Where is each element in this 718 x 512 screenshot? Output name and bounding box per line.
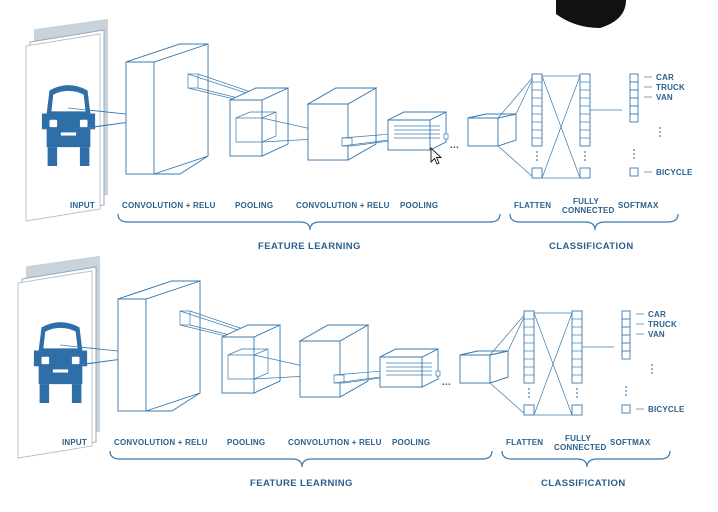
output-car-label: CAR <box>648 310 666 319</box>
classification-brace <box>509 213 679 231</box>
feature-learning-brace <box>109 450 493 468</box>
pool2-label: POOLING <box>400 201 438 210</box>
feature-learning-label: FEATURE LEARNING <box>250 478 353 489</box>
cnn-diagram-bottom: ... <box>17 255 685 489</box>
corner-shape <box>556 0 626 28</box>
fully-label-line2: CONNECTED <box>562 206 614 215</box>
output-truck-label: TRUCK <box>648 320 677 329</box>
feature-learning-brace <box>117 213 501 231</box>
fully-connected-column <box>571 310 583 416</box>
pool2-label: POOLING <box>392 438 430 447</box>
classification-label: CLASSIFICATION <box>549 241 634 252</box>
flatten-column <box>523 310 535 416</box>
cnn-diagram-top: ... <box>25 18 693 252</box>
output-van-label: VAN <box>648 330 665 339</box>
ellipsis-label: ... <box>442 377 451 388</box>
output-van-label: VAN <box>656 93 673 102</box>
softmax-label: SOFTMAX <box>618 201 659 210</box>
ellipsis-label: ... <box>450 140 459 151</box>
flatten-label: FLATTEN <box>514 201 551 210</box>
softmax-label: SOFTMAX <box>610 438 651 447</box>
classification-brace <box>501 450 671 468</box>
softmax-column <box>629 73 661 177</box>
pool1-label: POOLING <box>227 438 265 447</box>
pool1-label: POOLING <box>235 201 273 210</box>
fully-label-line1: FULLY <box>565 434 592 443</box>
softmax-column <box>621 310 653 414</box>
input-label: INPUT <box>70 201 95 210</box>
output-bicycle-label: BICYCLE <box>656 168 693 177</box>
conv2-label: CONVOLUTION + RELU <box>288 438 382 447</box>
input-label: INPUT <box>62 438 87 447</box>
output-truck-label: TRUCK <box>656 83 685 92</box>
feature-learning-label: FEATURE LEARNING <box>258 241 361 252</box>
conv1-label: CONVOLUTION + RELU <box>122 201 216 210</box>
output-bicycle-label: BICYCLE <box>648 405 685 414</box>
fully-connected-column <box>579 73 591 179</box>
flatten-label: FLATTEN <box>506 438 543 447</box>
classification-label: CLASSIFICATION <box>541 478 626 489</box>
fully-label-line1: FULLY <box>573 197 600 206</box>
flatten-column <box>531 73 543 179</box>
conv2-label: CONVOLUTION + RELU <box>296 201 390 210</box>
fully-label-line2: CONNECTED <box>554 443 606 452</box>
mouse-cursor-icon <box>430 146 443 165</box>
conv1-label: CONVOLUTION + RELU <box>114 438 208 447</box>
output-car-label: CAR <box>656 73 674 82</box>
